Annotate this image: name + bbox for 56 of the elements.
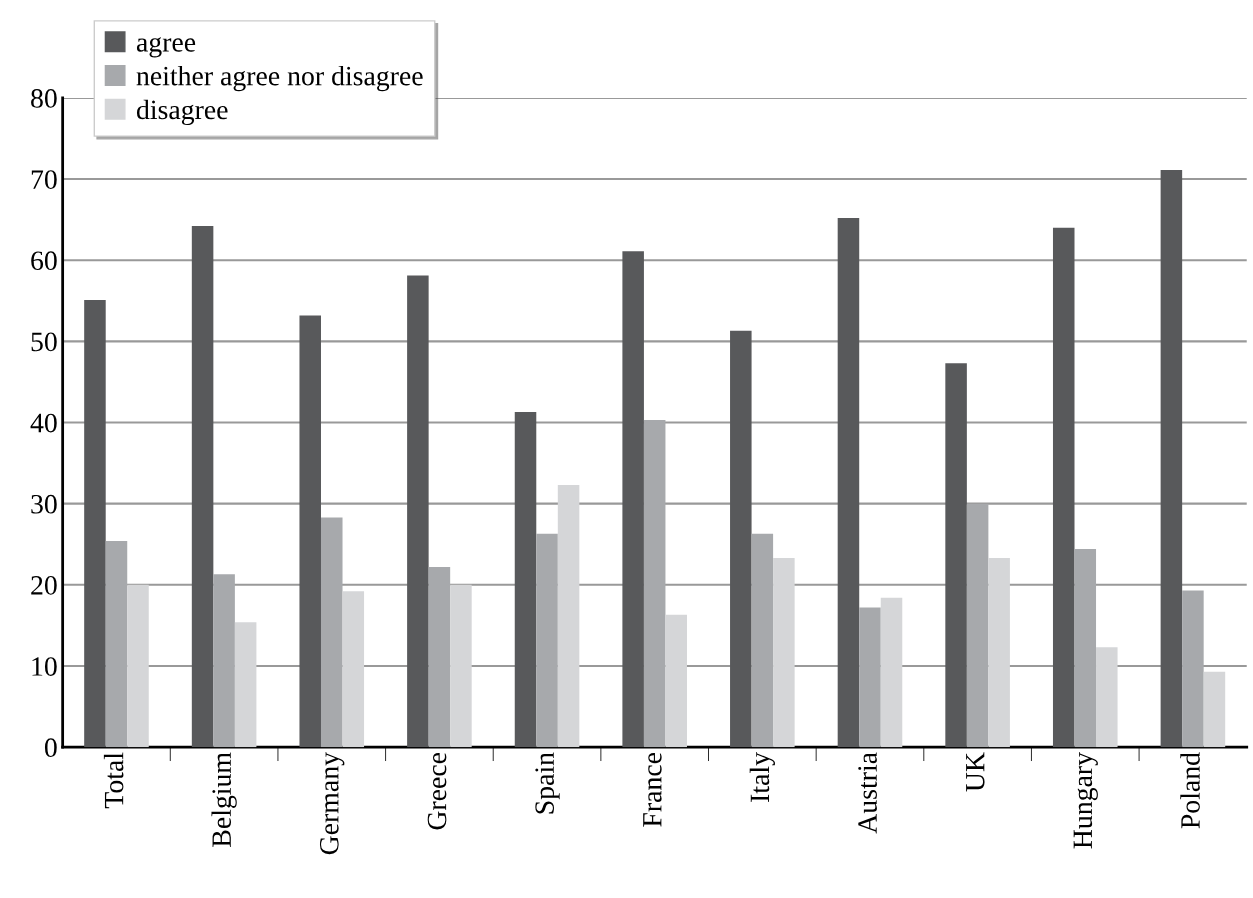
- bar: [751, 533, 774, 748]
- bar: [105, 541, 128, 748]
- bar: [859, 607, 881, 748]
- bar: [1096, 647, 1118, 748]
- bar: [1203, 671, 1226, 748]
- legend-label: neither agree nor disagree: [136, 65, 423, 92]
- y-tick-label: 0: [44, 738, 57, 758]
- y-tick-label: 60: [31, 251, 57, 271]
- y-tick-label: 20: [31, 575, 57, 595]
- bar: [643, 420, 666, 748]
- x-tick-label: Greece: [427, 752, 447, 830]
- x-tick-label: Hungary: [1073, 752, 1098, 849]
- bar: [837, 217, 860, 748]
- bar: [536, 533, 558, 748]
- bar: [880, 597, 903, 748]
- x-tick-label: Austria: [858, 752, 877, 834]
- bar: [127, 584, 149, 748]
- bar: [450, 584, 472, 748]
- bar: [622, 251, 644, 748]
- y-tick-label: 50: [31, 332, 57, 352]
- y-tick-label: 10: [32, 657, 57, 676]
- x-tick-label: France: [643, 752, 662, 827]
- bar: [1074, 549, 1097, 748]
- bar: [191, 226, 214, 748]
- legend-label: agree: [136, 37, 196, 58]
- bar: [342, 591, 365, 748]
- x-tick-label: Germany: [319, 752, 345, 855]
- bar: [945, 363, 967, 748]
- bar: [213, 574, 235, 748]
- y-tick-label: 40: [30, 413, 57, 433]
- bar: [1182, 590, 1204, 748]
- y-tick-label: 70: [31, 170, 57, 189]
- bar: [1052, 227, 1075, 748]
- x-tick-label: Poland: [1180, 752, 1200, 829]
- legend-label: disagree: [136, 99, 228, 125]
- x-tick-label: Total: [103, 752, 124, 809]
- bar: [514, 411, 537, 748]
- bar: [84, 299, 106, 748]
- y-tick-label: 80: [31, 89, 57, 108]
- bar: [299, 315, 321, 748]
- bar: [428, 566, 451, 748]
- bar: [730, 330, 752, 748]
- x-tick-label: UK: [966, 752, 985, 792]
- bar: [234, 622, 257, 748]
- bar: [321, 517, 343, 748]
- bar: [407, 275, 429, 748]
- bar: [988, 558, 1010, 748]
- bar: [1160, 170, 1183, 748]
- x-tick-label: Spain: [535, 752, 560, 814]
- x-tick-label: Italy: [749, 752, 775, 802]
- x-tick-label: Belgium: [211, 752, 237, 847]
- bar: [557, 485, 580, 748]
- bar: [966, 503, 989, 748]
- y-tick-label: 30: [31, 494, 57, 514]
- bar: [773, 558, 795, 748]
- bar: [665, 614, 687, 748]
